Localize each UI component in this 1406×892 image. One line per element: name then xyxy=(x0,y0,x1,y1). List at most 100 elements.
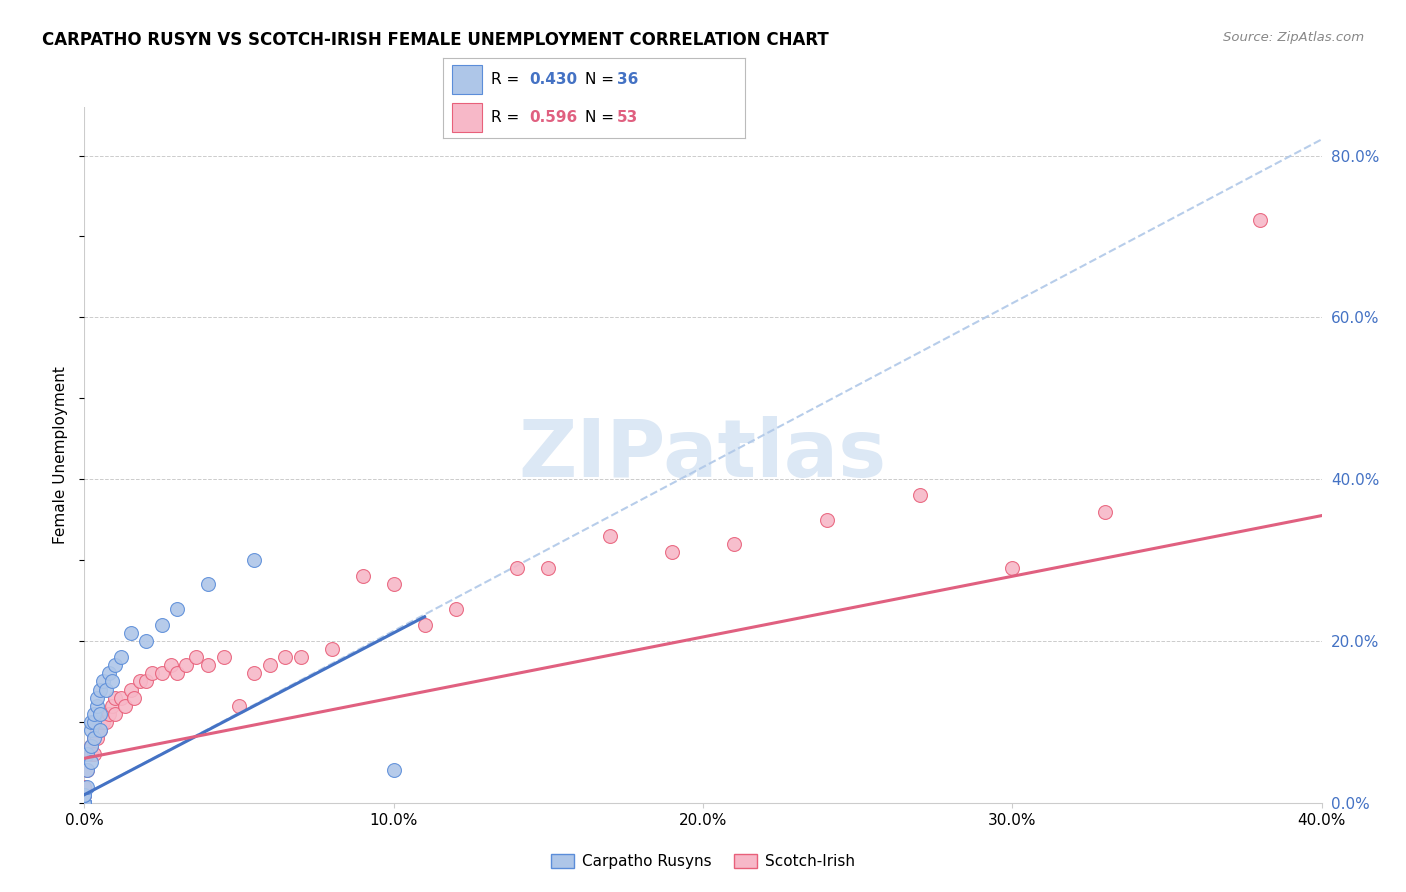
Point xyxy=(104,690,127,705)
Text: R =: R = xyxy=(491,72,524,87)
Point xyxy=(79,747,101,762)
Text: N =: N = xyxy=(585,110,619,125)
Point xyxy=(135,674,157,689)
Point xyxy=(83,731,105,745)
Point xyxy=(76,764,98,778)
Point xyxy=(382,577,405,591)
Point xyxy=(166,666,188,681)
Point xyxy=(89,723,111,737)
Text: 0.430: 0.430 xyxy=(529,72,578,87)
Point xyxy=(73,796,96,810)
Point xyxy=(120,682,142,697)
Point xyxy=(79,723,101,737)
Point xyxy=(197,577,219,591)
Point xyxy=(243,553,266,567)
Point xyxy=(110,650,132,665)
Point xyxy=(89,682,111,697)
Point xyxy=(120,626,142,640)
Point xyxy=(79,756,101,770)
Point xyxy=(259,658,281,673)
Point xyxy=(86,690,108,705)
Point xyxy=(150,666,173,681)
Point xyxy=(141,666,163,681)
Point xyxy=(83,731,105,745)
Point xyxy=(73,796,96,810)
Point xyxy=(104,658,127,673)
Text: N =: N = xyxy=(585,72,619,87)
Text: CARPATHO RUSYN VS SCOTCH-IRISH FEMALE UNEMPLOYMENT CORRELATION CHART: CARPATHO RUSYN VS SCOTCH-IRISH FEMALE UN… xyxy=(42,31,830,49)
Point xyxy=(94,714,117,729)
Point xyxy=(73,796,96,810)
Point xyxy=(104,706,127,721)
Point xyxy=(1094,504,1116,518)
Point xyxy=(76,747,98,762)
Legend: Carpatho Rusyns, Scotch-Irish: Carpatho Rusyns, Scotch-Irish xyxy=(546,848,860,875)
Point xyxy=(73,788,96,802)
Point xyxy=(176,658,198,673)
Point xyxy=(197,658,219,673)
Point xyxy=(243,666,266,681)
Point xyxy=(86,723,108,737)
Point xyxy=(413,617,436,632)
Point xyxy=(212,650,235,665)
Point xyxy=(274,650,297,665)
Point xyxy=(76,780,98,794)
Point xyxy=(150,617,173,632)
Point xyxy=(184,650,207,665)
Point xyxy=(76,764,98,778)
Point xyxy=(73,788,96,802)
Point xyxy=(73,796,96,810)
Point xyxy=(723,537,745,551)
Point xyxy=(79,739,101,754)
Point xyxy=(91,714,114,729)
Point xyxy=(599,529,621,543)
Text: 0.596: 0.596 xyxy=(529,110,578,125)
Point xyxy=(98,706,121,721)
Point xyxy=(129,674,152,689)
Bar xyxy=(451,103,482,132)
Point xyxy=(166,601,188,615)
Point xyxy=(101,674,124,689)
Point xyxy=(79,739,101,754)
Point xyxy=(382,764,405,778)
Point xyxy=(89,714,111,729)
Point xyxy=(321,642,343,657)
Point xyxy=(114,698,136,713)
Point xyxy=(86,731,108,745)
Point xyxy=(101,698,124,713)
Point xyxy=(110,690,132,705)
Point xyxy=(91,674,114,689)
Bar xyxy=(451,65,482,95)
Point xyxy=(506,561,529,575)
Point xyxy=(1249,213,1271,227)
Point xyxy=(83,706,105,721)
Point xyxy=(228,698,250,713)
Point xyxy=(352,569,374,583)
Y-axis label: Female Unemployment: Female Unemployment xyxy=(53,366,69,544)
Point xyxy=(73,796,96,810)
Point xyxy=(98,666,121,681)
Text: R =: R = xyxy=(491,110,524,125)
Point xyxy=(83,747,105,762)
Point xyxy=(73,796,96,810)
Point xyxy=(83,714,105,729)
Point xyxy=(908,488,931,502)
Text: Source: ZipAtlas.com: Source: ZipAtlas.com xyxy=(1223,31,1364,45)
Point xyxy=(661,545,683,559)
Point xyxy=(89,723,111,737)
Point xyxy=(89,706,111,721)
Point xyxy=(86,698,108,713)
Point xyxy=(79,714,101,729)
Text: 53: 53 xyxy=(617,110,638,125)
Point xyxy=(160,658,183,673)
Point xyxy=(73,788,96,802)
Point xyxy=(73,796,96,810)
Point xyxy=(290,650,312,665)
Text: ZIPatlas: ZIPatlas xyxy=(519,416,887,494)
Point xyxy=(135,634,157,648)
Text: 36: 36 xyxy=(617,72,638,87)
Point xyxy=(73,780,96,794)
Point xyxy=(73,788,96,802)
Point xyxy=(94,682,117,697)
Point xyxy=(537,561,560,575)
